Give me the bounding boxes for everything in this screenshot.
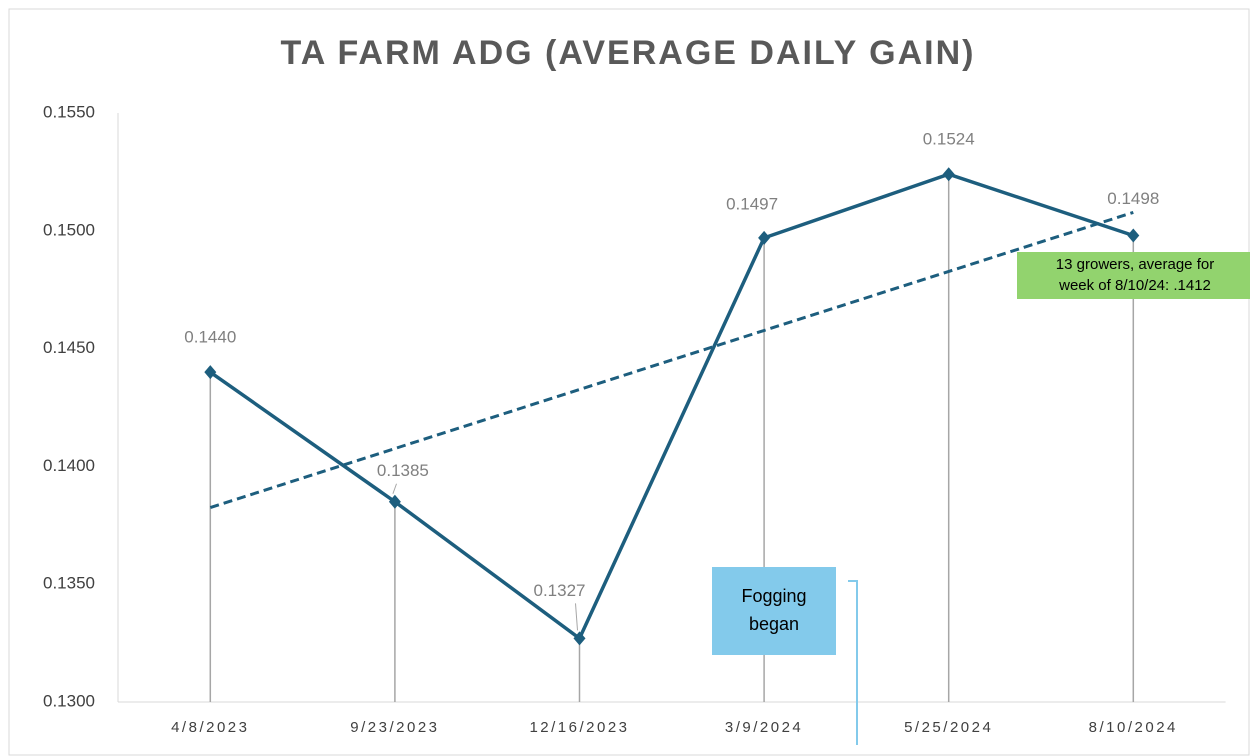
annotation-bracket xyxy=(848,580,858,745)
y-tick-label: 0.1500 xyxy=(43,220,95,239)
marker xyxy=(204,365,217,380)
marker xyxy=(573,631,586,646)
chart-title: TA FARM ADG (AVERAGE DAILY GAIN) xyxy=(281,34,976,72)
y-tick-label: 0.1300 xyxy=(43,691,95,710)
leader-line xyxy=(575,603,578,631)
annotation-text: 13 growers, average for xyxy=(1056,256,1214,273)
marker xyxy=(1127,228,1140,243)
data-label: 0.1385 xyxy=(377,461,429,480)
annotation-text: began xyxy=(749,614,799,634)
x-tick-label: 4/8/2023 xyxy=(171,719,249,736)
annotation-text: week of 8/10/24: .1412 xyxy=(1058,277,1211,294)
x-tick-label: 3/9/2024 xyxy=(725,719,803,736)
y-tick-label: 0.1450 xyxy=(43,338,95,357)
marker xyxy=(758,230,771,245)
data-label: 0.1440 xyxy=(184,328,236,347)
y-tick-label: 0.1400 xyxy=(43,456,95,475)
marker xyxy=(388,494,401,509)
x-tick-label: 12/16/2023 xyxy=(529,719,629,736)
trend-line xyxy=(209,210,1134,510)
x-tick-label: 8/10/2024 xyxy=(1089,719,1178,736)
data-line xyxy=(209,172,1134,642)
annotation-box xyxy=(712,567,836,655)
leader-line xyxy=(392,483,397,494)
marker xyxy=(942,167,955,182)
chart-border xyxy=(8,8,1250,756)
data-label: 0.1524 xyxy=(923,130,975,149)
y-tick-label: 0.1550 xyxy=(43,102,95,121)
annotation-text: Fogging xyxy=(741,586,806,606)
x-tick-label: 5/25/2024 xyxy=(904,719,993,736)
data-label: 0.1498 xyxy=(1107,189,1159,208)
x-tick-label: 9/23/2023 xyxy=(350,719,439,736)
data-label: 0.1327 xyxy=(534,581,586,600)
annotation-box xyxy=(1017,252,1250,299)
y-tick-label: 0.1350 xyxy=(43,574,95,593)
data-label: 0.1497 xyxy=(726,194,778,213)
